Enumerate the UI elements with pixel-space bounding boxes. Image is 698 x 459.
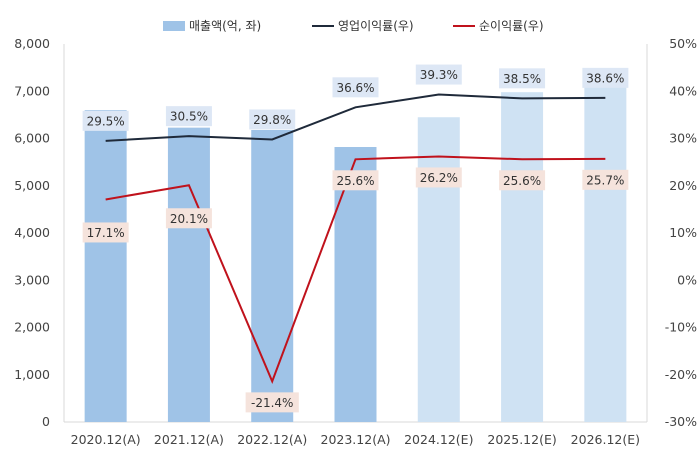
left-tick-label: 6,000 xyxy=(14,131,50,146)
right-tick-label: -10% xyxy=(665,320,697,335)
bar-sales xyxy=(501,92,544,422)
right-tick-label: -20% xyxy=(665,367,697,382)
left-tick-label: 8,000 xyxy=(14,36,50,51)
net-margin-line xyxy=(105,155,606,385)
bar-sales xyxy=(167,127,210,422)
op-margin-line xyxy=(105,93,606,142)
op-margin-label-bg xyxy=(415,64,462,85)
right-tick-label: 40% xyxy=(669,83,697,98)
legend-label-sales: 매출액(억, 좌) xyxy=(189,19,261,33)
x-tick-label: 2020.12(A) xyxy=(71,432,141,447)
op-margin-data-label: 30.5% xyxy=(170,110,208,124)
bar-sales xyxy=(251,129,294,422)
net-margin-data-label: 25.6% xyxy=(503,174,541,188)
net-margin-label-bg xyxy=(82,222,129,243)
net-margin-data-label: -21.4% xyxy=(251,396,293,410)
op-margin-data-label: 29.8% xyxy=(253,113,291,127)
net-margin-label-bg xyxy=(332,170,379,191)
op-margin-data-label: 38.6% xyxy=(586,71,624,85)
plot-area: 0 1,000 2,000 3,000 4,000 5,000 6,000 7,000 8,00… xyxy=(14,36,697,447)
op-margin-label-bg xyxy=(82,110,129,131)
x-tick-label: 2022.12(A) xyxy=(237,432,307,447)
net-margin-data-label: 17.1% xyxy=(87,226,125,240)
net-margin-data-label: 25.6% xyxy=(336,174,374,188)
op-margin-label-bg xyxy=(499,68,546,89)
net-margin-label-bg xyxy=(582,169,629,190)
left-tick-label: 3,000 xyxy=(14,272,50,287)
right-tick-label: 10% xyxy=(669,225,697,240)
legend-swatch-sales xyxy=(163,21,185,31)
net-margin-label-bg xyxy=(245,392,299,413)
right-tick-label: 0% xyxy=(677,272,697,287)
right-tick-label: 20% xyxy=(669,178,697,193)
left-tick-label: 4,000 xyxy=(14,225,50,240)
x-tick-label: 2023.12(A) xyxy=(321,432,391,447)
net-margin-label-bg xyxy=(499,170,546,191)
op-margin-data-label: 36.6% xyxy=(336,81,374,95)
x-tick-label: 2025.12(E) xyxy=(487,432,556,447)
bar-sales xyxy=(417,117,460,423)
op-margin-label-bg xyxy=(165,106,212,127)
op-margin-data-label: 39.3% xyxy=(420,68,458,82)
net-margin-data-label: 26.2% xyxy=(420,171,458,185)
bar-sales xyxy=(584,86,627,423)
x-tick-label: 2026.12(E) xyxy=(571,432,640,447)
left-tick-label: 1,000 xyxy=(14,367,50,382)
op-margin-label-bg xyxy=(249,109,296,130)
right-tick-label: 50% xyxy=(669,36,697,51)
op-margin-data-label: 29.5% xyxy=(87,114,125,128)
op-margin-label-bg xyxy=(582,67,629,88)
net-margin-label-bg xyxy=(165,208,212,229)
x-tick-label: 2021.12(A) xyxy=(154,432,224,447)
op-margin-label-bg xyxy=(332,77,379,98)
legend-label-op-margin: 영업이익률(우) xyxy=(338,19,414,33)
left-tick-label: 5,000 xyxy=(14,178,50,193)
op-margin-data-label: 38.5% xyxy=(503,72,541,86)
net-margin-data-label: 25.7% xyxy=(586,173,624,187)
bar-sales xyxy=(334,147,377,422)
legend-label-net-margin: 순이익률(우) xyxy=(479,19,544,33)
left-tick-label: 7,000 xyxy=(14,83,50,98)
left-tick-label: 0 xyxy=(42,414,50,429)
x-tick-label: 2024.12(E) xyxy=(404,432,473,447)
bar-sales xyxy=(84,110,127,423)
right-tick-label: 30% xyxy=(669,131,697,146)
net-margin-data-label: 20.1% xyxy=(170,212,208,226)
right-tick-label: -30% xyxy=(665,414,697,429)
net-margin-label-bg xyxy=(415,167,462,188)
legend: 매출액(억, 좌) 영업이익률(우) 순이익률(우) xyxy=(163,19,544,33)
left-tick-label: 2,000 xyxy=(14,320,50,335)
